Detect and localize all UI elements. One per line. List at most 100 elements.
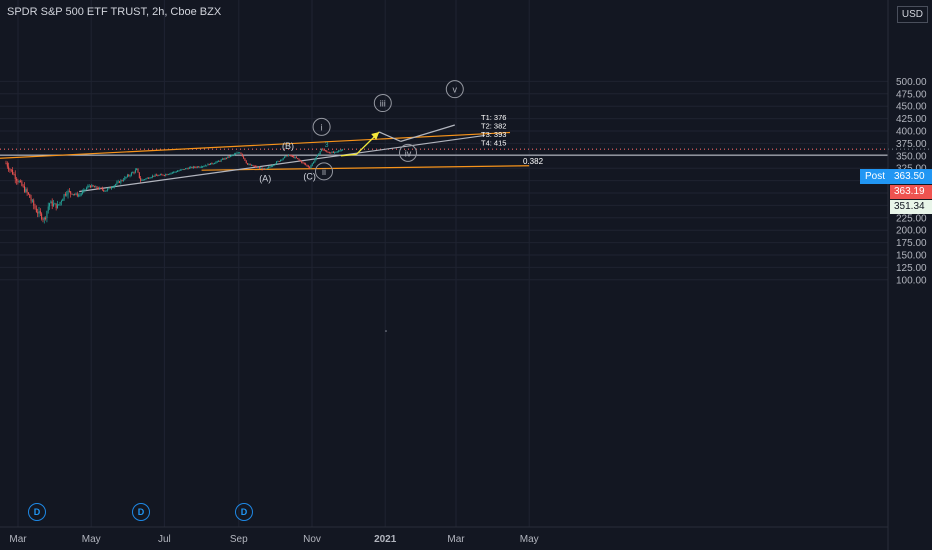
candle-body xyxy=(100,187,102,189)
candle-body xyxy=(17,180,19,183)
time-axis[interactable]: Mar May Jul Sep Nov 2021 Mar May xyxy=(0,526,888,545)
candle-body xyxy=(206,165,208,167)
wave-label-impulse: i xyxy=(321,122,323,132)
candle-body xyxy=(179,169,181,171)
candle-body xyxy=(148,177,150,179)
candle-body xyxy=(286,155,288,157)
candle-body xyxy=(243,156,245,159)
candle-body xyxy=(280,159,282,162)
candle-body xyxy=(298,158,300,161)
candle-body xyxy=(59,201,61,205)
candle-body xyxy=(256,166,258,168)
candle-body xyxy=(37,212,39,214)
drawing-lines xyxy=(0,124,932,193)
candle-body xyxy=(31,200,33,202)
candle-body xyxy=(144,179,146,181)
candle-body xyxy=(129,175,131,177)
candle-body xyxy=(96,186,98,189)
candle-body xyxy=(244,158,246,161)
arrowhead-icon xyxy=(371,131,380,140)
candle-body xyxy=(342,149,344,151)
candle-body xyxy=(166,174,168,176)
candle-body xyxy=(175,171,177,173)
candle-body xyxy=(41,213,43,219)
candle-body xyxy=(128,175,130,177)
candle-body xyxy=(113,185,115,188)
candle-body xyxy=(51,201,53,207)
candle-body xyxy=(97,188,99,190)
candle-body xyxy=(155,174,157,176)
candle-body xyxy=(338,150,340,152)
candle-body xyxy=(237,152,239,154)
candle-body xyxy=(324,150,326,152)
candle-body xyxy=(174,171,176,173)
candle-body xyxy=(112,187,114,189)
time-tick-label: 2021 xyxy=(374,534,397,545)
candle-body xyxy=(277,160,279,162)
candle-body xyxy=(91,185,93,188)
candle-body xyxy=(235,153,237,155)
wave-label-corrective: (C) xyxy=(303,172,316,182)
price-tick-label: 425.00 xyxy=(896,114,927,125)
candle-body xyxy=(30,197,32,201)
dividend-marker-icon[interactable]: D xyxy=(132,503,150,521)
candle-body xyxy=(218,160,220,162)
candle-body xyxy=(88,185,90,187)
candle-body xyxy=(314,159,316,162)
dividend-marker-icon[interactable]: D xyxy=(28,503,46,521)
candle-body xyxy=(216,161,218,163)
candle-body xyxy=(196,166,198,168)
projection-segment xyxy=(340,153,357,157)
currency-badge[interactable]: USD xyxy=(896,6,928,23)
candle-body xyxy=(45,217,47,219)
candle-body xyxy=(146,177,148,179)
stray-dot xyxy=(385,330,387,332)
candle-body xyxy=(269,166,271,168)
candle-body xyxy=(21,181,23,186)
candle-body xyxy=(70,191,72,194)
candle-body xyxy=(219,160,221,162)
candle-body xyxy=(240,152,242,154)
candle-body xyxy=(291,156,293,158)
channel-lower-line xyxy=(201,165,530,171)
candle-body xyxy=(140,177,142,181)
candle-body xyxy=(68,190,70,192)
candle-body xyxy=(141,179,143,181)
candle-body xyxy=(150,177,152,179)
candle-body xyxy=(158,174,160,176)
candle-body xyxy=(71,193,73,195)
candle-body xyxy=(84,189,86,191)
last-price-tag: 363.19 xyxy=(890,185,932,199)
wave-circle-icon xyxy=(445,80,464,99)
candle-body xyxy=(62,199,64,202)
target-label: T1: 376 xyxy=(481,113,506,122)
candle-body xyxy=(12,170,14,175)
candle-body xyxy=(227,156,229,159)
candle-body xyxy=(145,178,147,180)
candle-body xyxy=(303,162,305,164)
candle-body xyxy=(257,167,259,169)
candle-body xyxy=(317,154,319,157)
wave-label-impulse: ii xyxy=(322,167,326,177)
candle-body xyxy=(27,192,29,195)
candle-body xyxy=(60,201,62,203)
dividend-marker-icon[interactable]: D xyxy=(235,503,253,521)
candle-body xyxy=(14,174,16,180)
candle-body xyxy=(117,181,119,183)
candle-body xyxy=(105,190,107,192)
candle-body xyxy=(233,153,235,155)
candle-body xyxy=(152,175,154,178)
candle-body xyxy=(299,160,301,162)
candle-body xyxy=(159,174,161,176)
candle-body xyxy=(64,194,66,196)
candle-body xyxy=(281,159,283,161)
candle-body xyxy=(284,156,286,159)
candle-body xyxy=(253,165,255,167)
candle-body xyxy=(80,193,82,195)
candle-body xyxy=(53,203,55,207)
candle-body xyxy=(248,164,250,166)
candle-body xyxy=(107,188,109,191)
candle-body xyxy=(92,185,94,187)
